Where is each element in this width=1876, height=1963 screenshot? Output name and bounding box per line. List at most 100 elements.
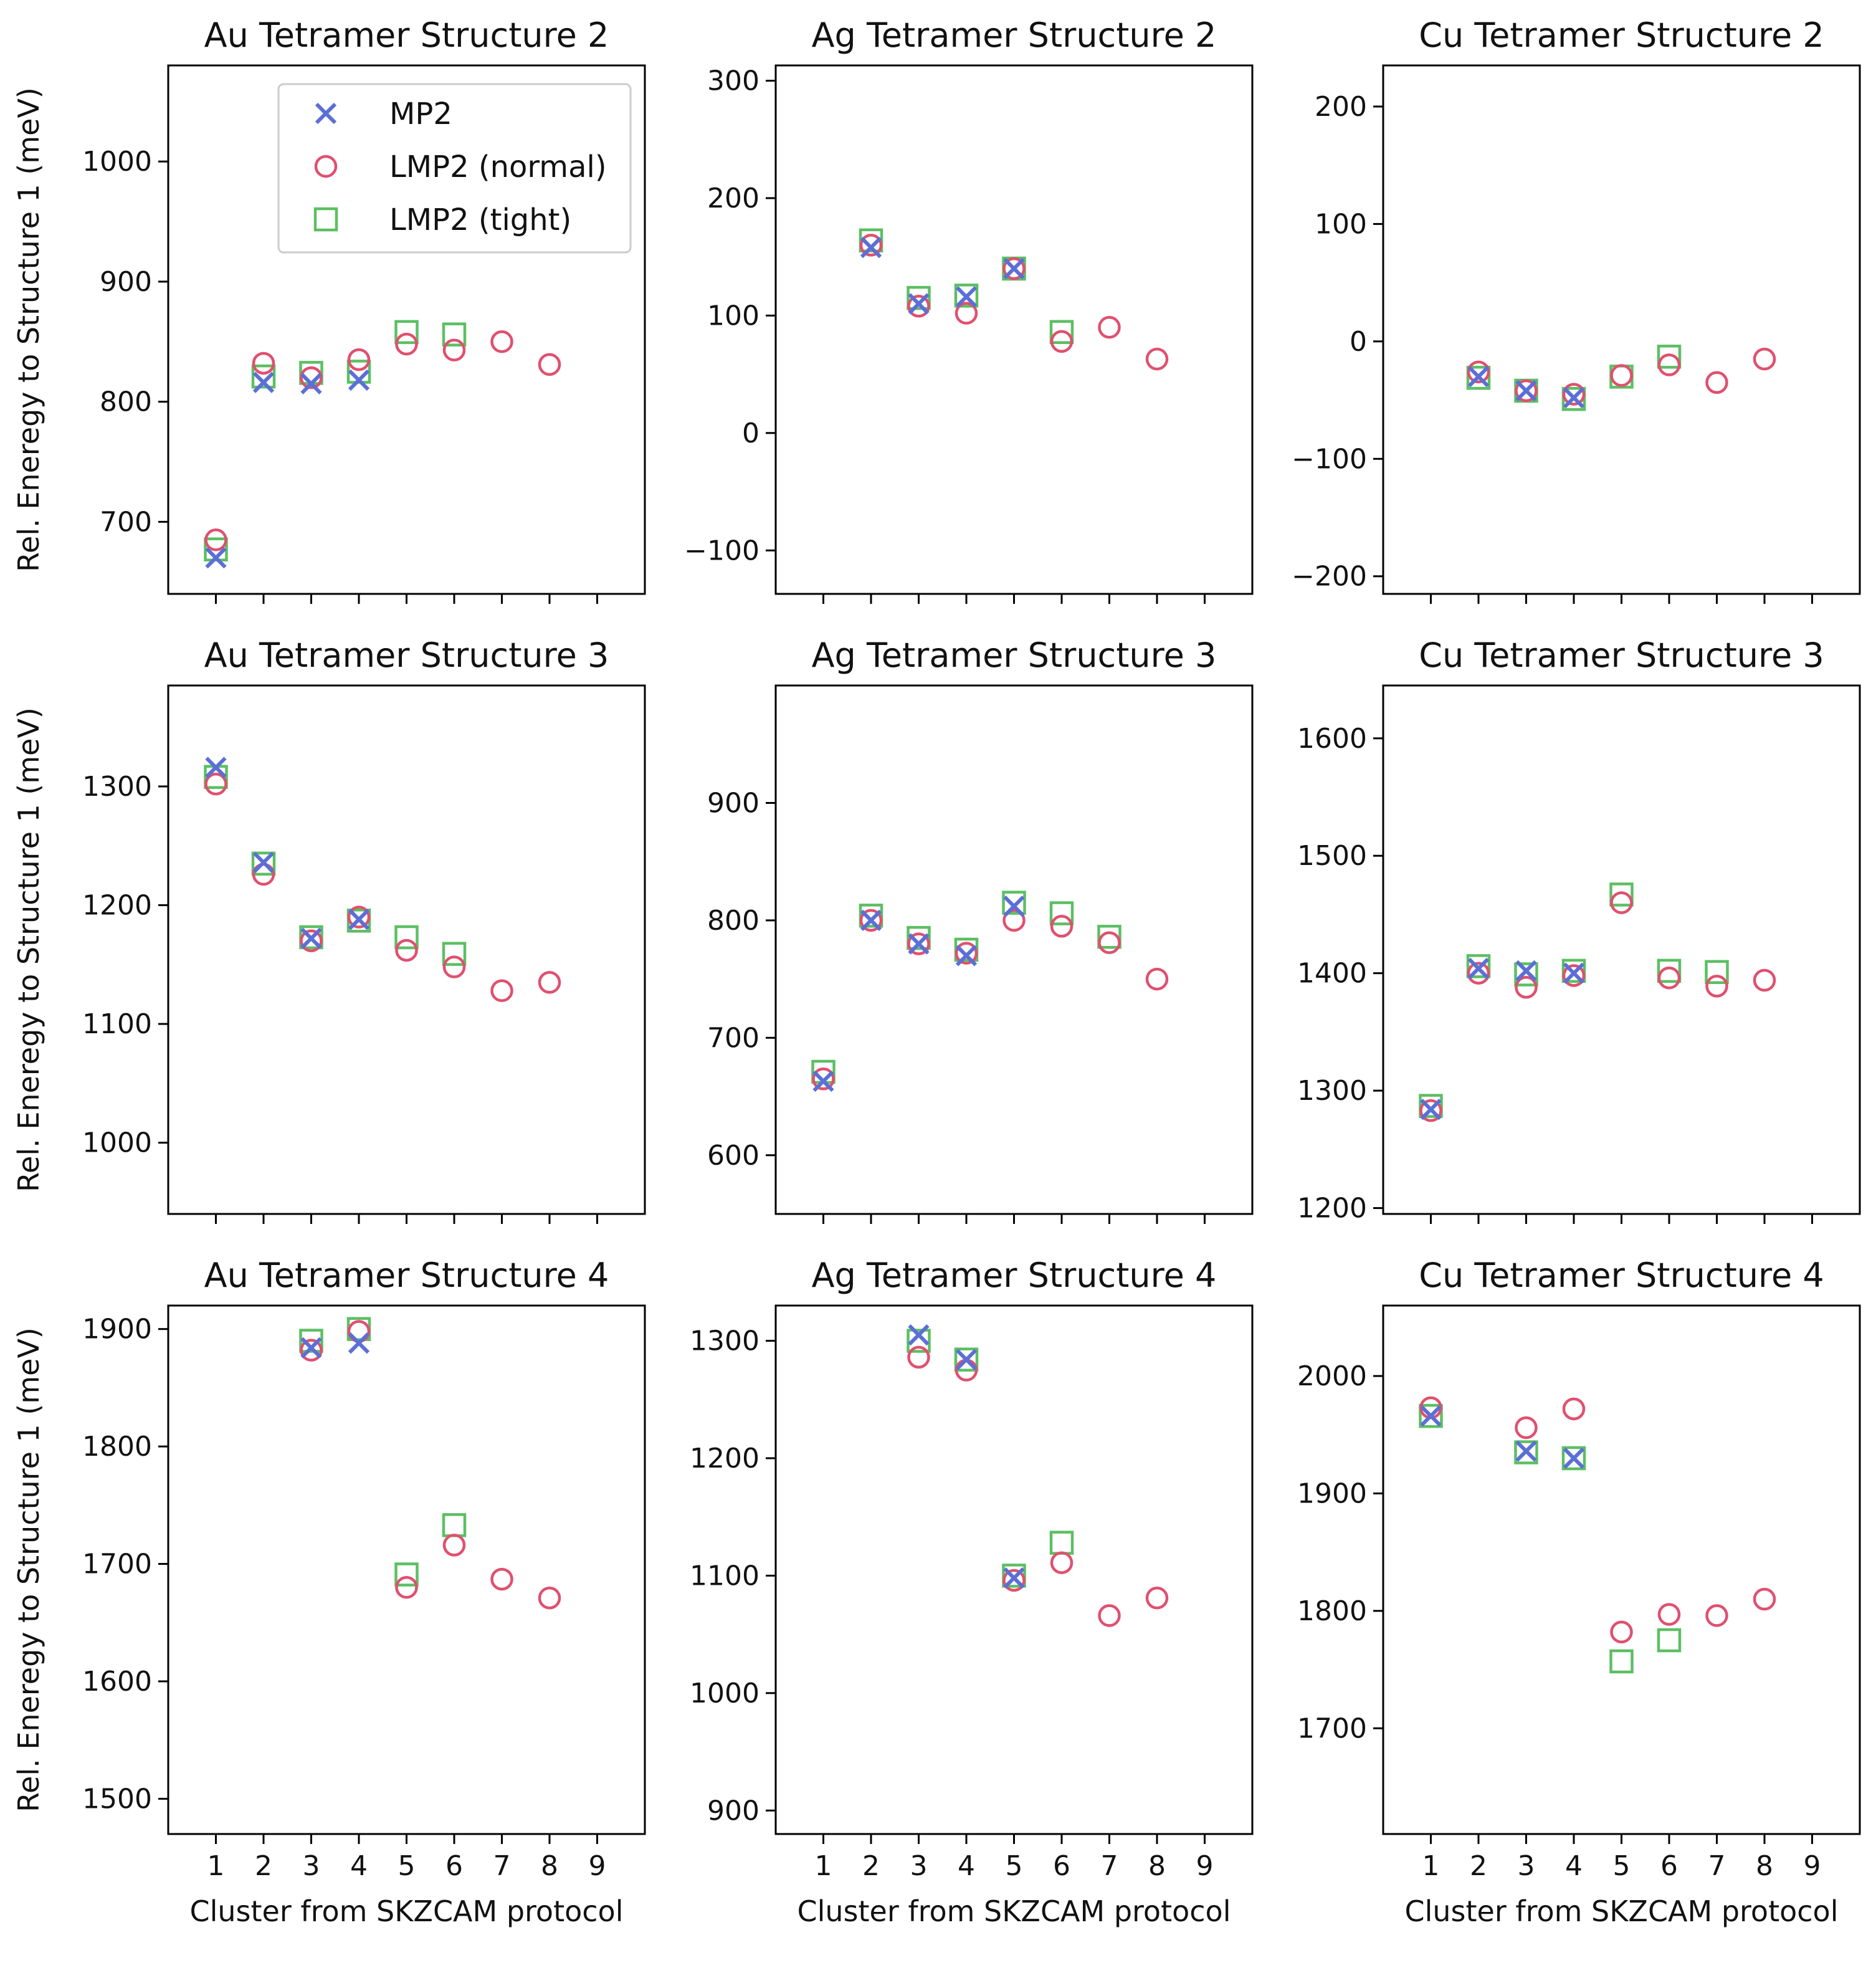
- y-tick-label: 1000: [82, 1127, 152, 1159]
- panel-6: Cu Tetramer Structure 3 1200 1300 1400 1500 1…: [1297, 636, 1861, 1225]
- x-axis-label: Cluster from SKZCAM protocol: [190, 1894, 624, 1928]
- marker-lmp2-tight: [1561, 958, 1586, 983]
- marker-lmp2-normal: [538, 971, 561, 994]
- plot-frame: [774, 684, 1254, 1215]
- marker-lmp2-tight: [1561, 1446, 1586, 1471]
- marker-lmp2-normal: [1050, 1551, 1074, 1574]
- x-tick-label: 1: [815, 1850, 832, 1882]
- marker-lmp2-normal: [907, 1345, 930, 1369]
- marker-mp2: [1563, 387, 1585, 409]
- marker-mp2: [955, 1349, 978, 1370]
- marker-lmp2-normal: [490, 330, 513, 353]
- marker-mp2: [908, 933, 930, 955]
- x-tick-label: 8: [1756, 1850, 1773, 1882]
- marker-lmp2-normal: [1467, 360, 1490, 384]
- marker-lmp2-normal: [490, 979, 513, 1002]
- x-tick-label: 9: [1804, 1850, 1821, 1882]
- marker-lmp2-normal: [1515, 379, 1538, 403]
- marker-mp2: [300, 1337, 322, 1359]
- y-axis-label: Rel. Eneregy to Structure 1 (meV): [12, 87, 45, 572]
- marker-lmp2-normal: [204, 528, 227, 552]
- x-tick-label: 8: [541, 1850, 558, 1882]
- x-tick-label: 2: [1470, 1850, 1487, 1882]
- y-tick-label: 1700: [82, 1549, 152, 1580]
- marker-lmp2-normal: [1002, 909, 1026, 932]
- marker-lmp2-normal: [1098, 931, 1121, 954]
- marker-mp2: [1003, 1567, 1025, 1589]
- marker-lmp2-tight: [1514, 1440, 1538, 1464]
- marker-lmp2-normal: [1419, 1099, 1442, 1122]
- marker-lmp2-normal: [1002, 257, 1026, 280]
- marker-lmp2-normal: [395, 332, 418, 356]
- legend-box: [277, 83, 632, 254]
- marker-lmp2-normal: [442, 338, 466, 362]
- marker-lmp2-tight: [251, 364, 276, 389]
- y-tick-label: 800: [100, 386, 152, 418]
- x-tick-label: 1: [207, 1850, 225, 1882]
- marker-lmp2-normal: [538, 1586, 561, 1610]
- legend-marker-lmp2-normal: [314, 155, 338, 178]
- panel-5: Ag Tetramer Structure 3 600 700 800 900: [707, 636, 1254, 1224]
- y-tick-label: 1300: [1297, 1075, 1367, 1107]
- marker-lmp2-tight: [1609, 1649, 1634, 1674]
- marker-lmp2-normal: [955, 302, 978, 325]
- marker-lmp2-tight: [1419, 1403, 1443, 1428]
- marker-lmp2-normal: [1610, 364, 1633, 387]
- marker-mp2: [348, 369, 370, 391]
- marker-lmp2-tight: [1657, 958, 1682, 983]
- marker-mp2: [860, 236, 882, 259]
- panel-2: Ag Tetramer Structure 2 −100 0 100 200 300: [684, 16, 1254, 604]
- x-tick-label: 5: [1613, 1850, 1631, 1882]
- plot-frame: [1382, 684, 1861, 1215]
- marker-lmp2-normal: [859, 234, 883, 257]
- marker-lmp2-normal: [538, 353, 561, 376]
- marker-mp2: [860, 909, 882, 932]
- marker-lmp2-tight: [1466, 954, 1491, 978]
- marker-lmp2-normal: [1515, 1416, 1538, 1440]
- plot-frame: [774, 64, 1254, 595]
- x-tick-label: 3: [303, 1850, 320, 1882]
- marker-mp2: [1467, 366, 1490, 388]
- marker-mp2: [348, 1332, 370, 1354]
- y-axis-label: Rel. Eneregy to Structure 1 (meV): [12, 1327, 45, 1812]
- marker-lmp2-normal: [1002, 1569, 1026, 1592]
- marker-lmp2-normal: [204, 772, 227, 796]
- y-tick-label: 300: [707, 65, 759, 97]
- marker-lmp2-tight: [394, 925, 419, 950]
- x-axis-label: Cluster from SKZCAM protocol: [798, 1894, 1231, 1928]
- x-tick-label: 2: [255, 1850, 272, 1882]
- y-tick-label: 1900: [82, 1314, 152, 1345]
- y-tick-label: −100: [684, 535, 759, 566]
- marker-lmp2-normal: [1610, 1620, 1633, 1644]
- marker-mp2: [252, 371, 275, 393]
- marker-lmp2-normal: [1753, 968, 1776, 992]
- marker-lmp2-normal: [1562, 383, 1586, 406]
- marker-lmp2-tight: [907, 1329, 931, 1353]
- marker-mp2: [300, 927, 322, 950]
- marker-lmp2-normal: [1145, 1586, 1169, 1610]
- marker-lmp2-normal: [859, 909, 883, 932]
- y-tick-label: 1000: [690, 1678, 759, 1709]
- marker-lmp2-normal: [347, 348, 371, 371]
- marker-lmp2-tight: [394, 1562, 419, 1587]
- panel-4: Au Tetramer Structure 3 1000 1100 1200 1300 R…: [12, 636, 646, 1224]
- panel-1: Au Tetramer Structure 2 700 800 900 1000 Rel.…: [12, 16, 646, 604]
- x-tick-label: 6: [1053, 1850, 1070, 1882]
- y-tick-label: 2000: [1297, 1360, 1367, 1392]
- marker-lmp2-normal: [1050, 915, 1074, 938]
- marker-mp2: [1003, 257, 1025, 280]
- marker-lmp2-normal: [1098, 315, 1121, 339]
- marker-mp2: [348, 909, 370, 930]
- marker-lmp2-normal: [1705, 975, 1728, 998]
- panel-8: Ag Tetramer Structure 4 1 2 3 4 5 6 7 8 9 900 1000 1…: [690, 1256, 1254, 1928]
- marker-lmp2-tight: [1049, 1531, 1074, 1555]
- x-tick-label: 8: [1148, 1850, 1166, 1882]
- panel-title: Cu Tetramer Structure 2: [1419, 16, 1824, 55]
- marker-lmp2-tight: [251, 851, 276, 876]
- y-tick-label: 1300: [690, 1325, 759, 1357]
- y-tick-label: 900: [707, 1795, 759, 1827]
- x-tick-label: 7: [1101, 1850, 1118, 1882]
- marker-lmp2-tight: [1049, 320, 1074, 345]
- y-tick-label: 200: [1315, 91, 1367, 123]
- legend-marker-lmp2-tight: [313, 207, 338, 232]
